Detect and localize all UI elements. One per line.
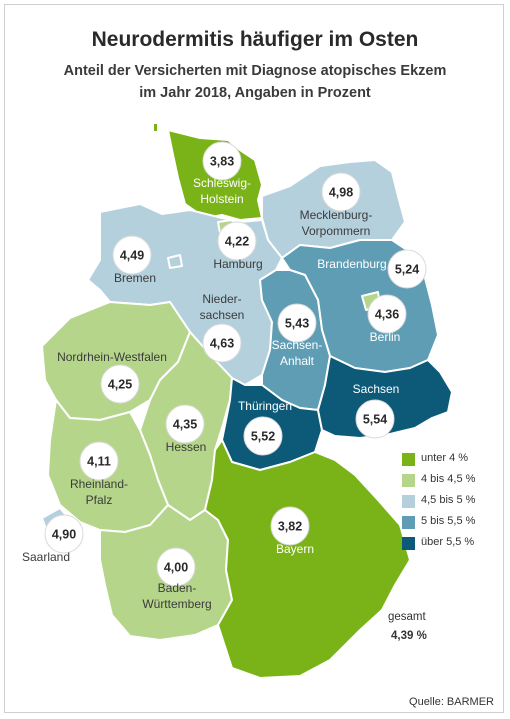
value-circle-rheinland-pfalz [79, 441, 119, 481]
state-label-ni2: sachsen [200, 308, 245, 322]
state-label-hb: Bremen [114, 271, 156, 285]
value-niedersachsen: 4,63 [210, 337, 234, 351]
map-title: Neurodermitis häufiger im Osten [91, 28, 419, 51]
legend-label: unter 4 % [421, 452, 469, 464]
value-baden-wuerttemberg: 4,00 [164, 561, 188, 575]
value-hamburg: 4,22 [225, 235, 249, 249]
value-brandenburg: 5,24 [395, 263, 419, 277]
state-label-sl: Saarland [22, 550, 70, 564]
state-label-bb: Brandenburg [317, 257, 386, 271]
value-circle-thueringen [243, 416, 283, 456]
state-label-sh1: Schleswig- [193, 176, 251, 190]
value-rheinland-pfalz: 4,11 [87, 455, 111, 469]
value-circle-nordrhein-westfalen [100, 364, 140, 404]
value-thueringen: 5,52 [251, 430, 275, 444]
state-label-st2: Anhalt [280, 354, 315, 368]
state-label-he: Hessen [166, 440, 207, 454]
value-schleswig-holstein: 3,83 [210, 155, 234, 169]
state-label-mv2: Vorpommern [302, 224, 371, 238]
island-marker [154, 124, 157, 131]
state-label-mv1: Mecklenburg- [300, 208, 373, 222]
value-circle-bayern [270, 506, 310, 546]
value-circle-berlin [367, 294, 407, 334]
state-label-bw1: Baden- [158, 581, 197, 595]
value-circles: 3,83 4,98 4,22 4,49 4,63 5,24 4,36 5,43 4,25 4,35… [44, 141, 427, 587]
value-nordrhein-westfalen: 4,25 [108, 378, 132, 392]
legend-swatch [402, 516, 415, 529]
value-circle-brandenburg [387, 249, 427, 289]
state-label-rp2: Pfalz [86, 493, 113, 507]
value-berlin: 4,36 [375, 308, 399, 322]
total-value: 4,39 % [391, 630, 427, 642]
legend-swatch [402, 453, 415, 466]
state-label-ni1: Nieder- [202, 292, 241, 306]
legend-label: 5 bis 5,5 % [421, 515, 476, 527]
state-label-nw: Nordrhein-Westfalen [57, 350, 167, 364]
region-sachsen [317, 355, 453, 439]
image-frame [4, 4, 504, 713]
map-subtitle-line1: Anteil der Versicherten mit Diagnose ato… [63, 63, 447, 79]
value-circle-baden-wuerttemberg [156, 547, 196, 587]
value-bayern: 3,82 [278, 520, 302, 534]
value-circle-hamburg [217, 221, 257, 261]
value-hessen: 4,35 [173, 418, 197, 432]
value-saarland: 4,90 [52, 528, 76, 542]
value-circle-sachsen-anhalt [277, 303, 317, 343]
legend-label: 4,5 bis 5 % [421, 494, 476, 506]
state-label-sn: Sachsen [353, 382, 400, 396]
legend-label: 4 bis 4,5 % [421, 473, 476, 485]
value-sachsen: 5,54 [363, 413, 387, 427]
state-label-by: Bayern [276, 542, 314, 556]
legend-swatch [402, 495, 415, 508]
state-label-be: Berlin [370, 330, 401, 344]
value-circle-hessen [165, 404, 205, 444]
legend-swatch [402, 537, 415, 550]
state-label-bw2: Württemberg [142, 597, 211, 611]
value-circle-schleswig-holstein [202, 141, 242, 181]
value-bremen: 4,49 [120, 249, 144, 263]
value-circle-bremen [112, 235, 152, 275]
value-circle-mecklenburg-vorpommern [321, 172, 361, 212]
state-label-sh2: Holstein [200, 192, 243, 206]
map-subtitle-line2: im Jahr 2018, Angaben in Prozent [139, 85, 371, 101]
region-bayern [204, 439, 411, 679]
source-credit: Quelle: BARMER [409, 696, 494, 708]
value-circle-sachsen [355, 399, 395, 439]
state-label-hh: Hamburg [213, 257, 262, 271]
state-label-st1: Sachsen- [272, 338, 323, 352]
value-circle-saarland [44, 514, 84, 554]
legend-swatch [402, 474, 415, 487]
state-label-th: Thüringen [238, 399, 292, 413]
state-label-rp1: Rheinland- [70, 477, 128, 491]
region-bremen [167, 254, 183, 269]
value-circle-niedersachsen [202, 323, 242, 363]
value-mecklenburg-vorpommern: 4,98 [329, 186, 353, 200]
total-label: gesamt [388, 611, 426, 623]
value-sachsen-anhalt: 5,43 [285, 317, 309, 331]
legend-label: über 5,5 % [421, 536, 475, 548]
